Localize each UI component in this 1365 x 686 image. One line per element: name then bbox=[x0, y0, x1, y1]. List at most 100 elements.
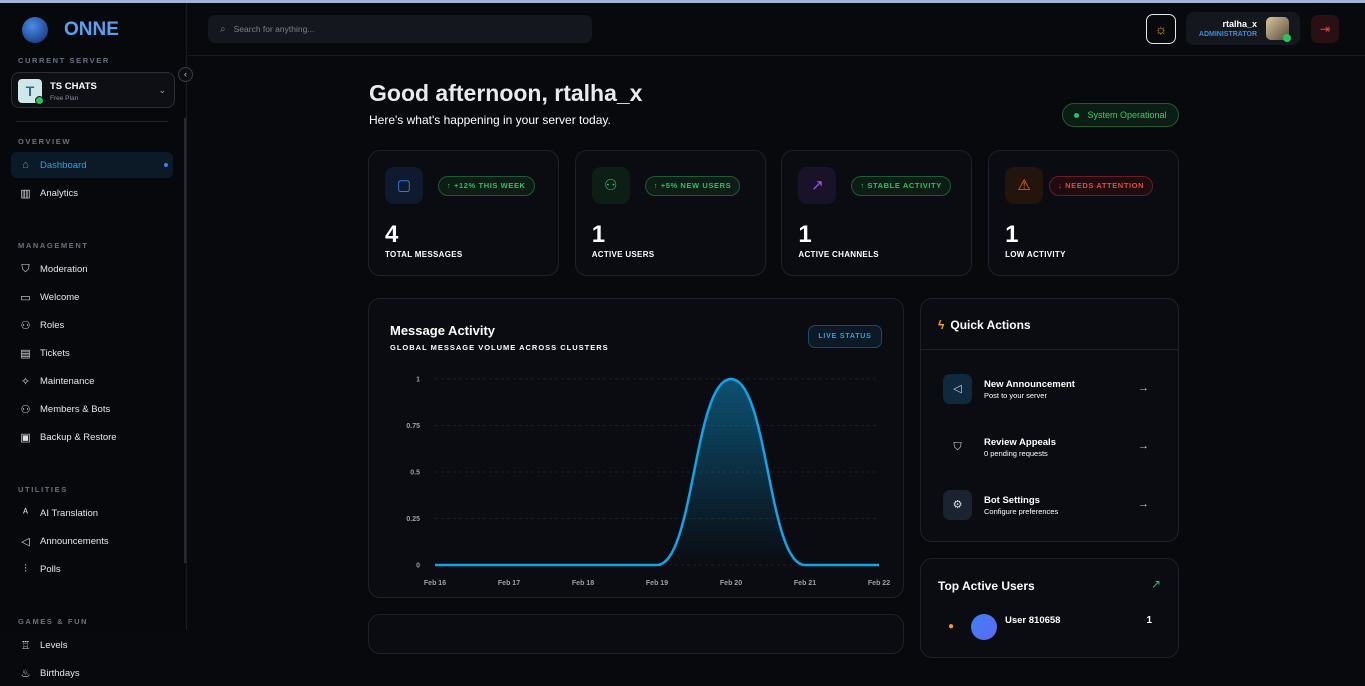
sidebar-item-dashboard[interactable]: ⌂ Dashboard bbox=[11, 152, 173, 178]
sidebar-item-welcome[interactable]: ▭ Welcome bbox=[11, 284, 173, 310]
live-status-button[interactable]: LIVE STATUS bbox=[808, 325, 882, 348]
sidebar-item-tickets[interactable]: ▤ Tickets bbox=[11, 340, 173, 366]
shield-icon: ⛉ bbox=[21, 262, 30, 275]
sidebar-item-levels[interactable]: ♖ Levels bbox=[11, 632, 173, 658]
logout-icon: ⇥ bbox=[1319, 22, 1331, 36]
sidebar-item-ai-translation[interactable]: ᴬ AI Translation bbox=[11, 500, 173, 526]
current-server-label: CURRENT SERVER bbox=[18, 56, 110, 65]
sidebar-item-moderation[interactable]: ⛉ Moderation bbox=[11, 256, 173, 282]
section-label: OVERVIEW bbox=[18, 137, 72, 146]
stat-card[interactable]: ↗ ↑ STABLE ACTIVITY 1 ACTIVE CHANNELS bbox=[781, 150, 973, 276]
sidebar: ONNE CURRENT SERVER T TS CHATS Free Plan… bbox=[0, 3, 187, 680]
gear-icon: ⚙ bbox=[943, 490, 972, 520]
stat-card[interactable]: ⚠ ↓ NEEDS ATTENTION 1 LOW ACTIVITY bbox=[988, 150, 1180, 276]
megaphone-icon: ◁ bbox=[943, 374, 972, 404]
sparkles-icon: ✧ bbox=[20, 375, 31, 388]
cake-icon: ♨ bbox=[20, 667, 31, 680]
sidebar-item-label: Welcome bbox=[40, 291, 80, 303]
trending-up-icon: ↗ bbox=[798, 167, 837, 204]
window-top-border bbox=[0, 0, 1365, 3]
action-description: 0 pending requests bbox=[984, 449, 1048, 458]
server-plan: Free Plan bbox=[50, 95, 79, 102]
quick-actions-panel: ϟ Quick Actions ◁ New Announcement Post t… bbox=[920, 298, 1179, 542]
ticket-icon: ▤ bbox=[20, 347, 31, 360]
action-description: Post to your server bbox=[984, 391, 1047, 400]
logo[interactable]: ONNE bbox=[22, 17, 119, 43]
app-name: ONNE bbox=[64, 19, 119, 40]
arrow-right-icon: → bbox=[1138, 382, 1149, 394]
stat-label: LOW ACTIVITY bbox=[1005, 250, 1066, 259]
message-icon: ▭ bbox=[20, 291, 31, 304]
translate-icon: ᴬ bbox=[23, 507, 28, 519]
collapse-sidebar-button[interactable]: ‹ bbox=[178, 67, 193, 82]
action-title: New Announcement bbox=[984, 379, 1075, 390]
sidebar-item-analytics[interactable]: ▥ Analytics bbox=[11, 180, 173, 206]
sidebar-item-label: Roles bbox=[40, 319, 65, 331]
stat-label: ACTIVE CHANNELS bbox=[798, 250, 879, 259]
trend-badge: ↓ NEEDS ATTENTION bbox=[1049, 176, 1154, 196]
active-dot bbox=[164, 163, 168, 167]
sidebar-item-members-bots[interactable]: ⚇ Members & Bots bbox=[11, 396, 173, 422]
x-tick-label: Feb 21 bbox=[794, 580, 816, 587]
stat-card[interactable]: ▢ ↑ +12% THIS WEEK 4 TOTAL MESSAGES bbox=[368, 150, 559, 276]
y-tick-label: 0 bbox=[416, 563, 420, 570]
stat-label: TOTAL MESSAGES bbox=[385, 250, 463, 259]
stat-label: ACTIVE USERS bbox=[591, 250, 655, 259]
sun-icon: ☼ bbox=[1154, 21, 1168, 37]
medal-icon: ● bbox=[948, 621, 955, 632]
theme-toggle-button[interactable]: ☼ bbox=[1146, 14, 1176, 44]
stat-value: 1 bbox=[798, 221, 812, 248]
divider bbox=[921, 349, 1178, 350]
home-icon: ⌂ bbox=[22, 159, 29, 171]
stat-card[interactable]: ⚇ ↑ +5% NEW USERS 1 ACTIVE USERS bbox=[574, 150, 766, 276]
megaphone-icon: ◁ bbox=[21, 535, 30, 548]
trend-badge: ↑ STABLE ACTIVITY bbox=[851, 176, 951, 196]
sidebar-item-maintenance[interactable]: ✧ Maintenance bbox=[11, 368, 173, 394]
sidebar-item-announcements[interactable]: ◁ Announcements bbox=[11, 528, 173, 554]
user-avatar bbox=[971, 614, 997, 640]
sidebar-scrollbar[interactable] bbox=[184, 118, 186, 563]
quick-action-review-appeals[interactable]: ⛉ Review Appeals 0 pending requests → bbox=[943, 432, 1159, 462]
trophy-icon: ♖ bbox=[20, 639, 31, 652]
chart-title: Message Activity bbox=[390, 323, 496, 338]
sidebar-item-label: Backup & Restore bbox=[40, 431, 117, 443]
users-icon: ⚇ bbox=[591, 167, 630, 204]
logout-button[interactable]: ⇥ bbox=[1311, 15, 1339, 43]
x-tick-label: Feb 17 bbox=[498, 580, 520, 587]
sidebar-item-polls[interactable]: ⫶ Polls bbox=[11, 556, 173, 582]
series-area bbox=[435, 379, 879, 565]
trend-badge: ↑ +12% THIS WEEK bbox=[438, 176, 535, 196]
sidebar-item-label: Announcements bbox=[40, 535, 109, 547]
divider bbox=[16, 121, 168, 122]
page-subtitle: Here's what's happening in your server t… bbox=[369, 113, 611, 127]
action-title: Review Appeals bbox=[984, 437, 1056, 448]
user-cog-icon: ⚇ bbox=[20, 319, 31, 332]
lower-panel bbox=[368, 614, 904, 654]
top-active-users-panel: Top Active Users ↗ ● User 810658 1 bbox=[920, 558, 1179, 658]
search-placeholder: Search for anything... bbox=[233, 24, 315, 34]
sidebar-item-label: Levels bbox=[40, 639, 68, 651]
y-tick-label: 0.25 bbox=[406, 516, 420, 523]
trending-up-icon: ↗ bbox=[1150, 577, 1161, 591]
quick-action-new-announcement[interactable]: ◁ New Announcement Post to your server → bbox=[943, 374, 1159, 404]
user-menu[interactable]: rtalha_x ADMINISTRATOR bbox=[1186, 12, 1300, 45]
search-input[interactable]: ⌕ Search for anything... bbox=[208, 15, 592, 43]
page-title: Good afternoon, rtalha_x bbox=[369, 80, 643, 106]
message-activity-chart: 0 0.25 0.5 0.75 1 Feb 16 Feb 17 Feb 18 Feb 19 Feb… bbox=[406, 377, 890, 588]
sidebar-item-backup-restore[interactable]: ▣ Backup & Restore bbox=[11, 424, 173, 450]
online-status-dot bbox=[35, 96, 44, 105]
sidebar-item-birthdays[interactable]: ♨ Birthdays bbox=[11, 660, 173, 686]
server-name: TS CHATS bbox=[50, 81, 97, 92]
server-selector[interactable]: T TS CHATS Free Plan ⌄ bbox=[11, 72, 175, 108]
arrow-right-icon: → bbox=[1138, 440, 1149, 452]
topbar: ⌕ Search for anything... ☼ rtalha_x ADMIN… bbox=[188, 3, 1365, 56]
stat-value: 4 bbox=[385, 221, 399, 248]
section-label: GAMES & FUN bbox=[18, 617, 89, 626]
status-text: System Operational bbox=[1087, 110, 1167, 120]
quick-action-bot-settings[interactable]: ⚙ Bot Settings Configure preferences → bbox=[943, 490, 1159, 520]
logo-mascot-icon bbox=[22, 17, 48, 43]
series-line bbox=[435, 377, 879, 567]
sidebar-item-roles[interactable]: ⚇ Roles bbox=[11, 312, 173, 338]
status-dot bbox=[1074, 112, 1080, 118]
online-status-dot bbox=[1283, 34, 1291, 42]
